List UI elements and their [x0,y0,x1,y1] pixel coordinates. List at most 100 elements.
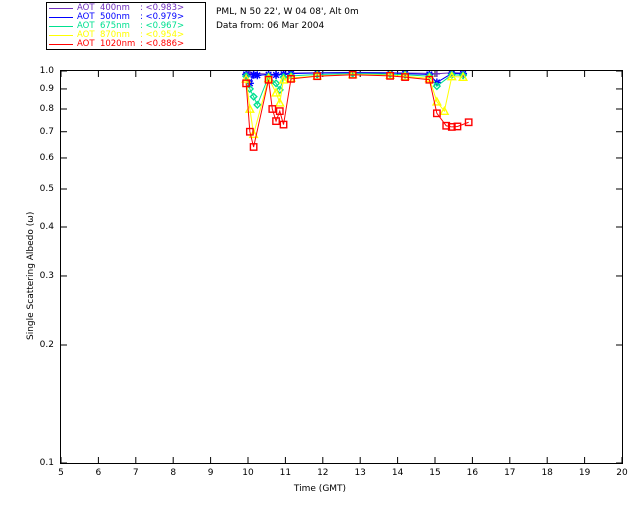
data-point-marker [458,71,469,81]
legend-line-swatch [49,8,73,9]
data-point-marker [279,120,288,129]
legend-wavelength: 675nm [99,21,130,31]
data-point-marker [249,92,258,101]
data-point-marker [278,74,289,84]
data-point-marker [458,71,468,80]
data-point-marker [274,97,285,107]
plot-area [60,70,623,464]
legend-wavelength: 1020nm [99,39,136,49]
x-tick-label: 12 [317,468,329,478]
data-point-marker [271,79,281,88]
y-tick-label: 0.6 [39,152,54,163]
data-point-marker [433,71,441,77]
data-point-marker [400,71,411,81]
series-group [242,71,473,151]
y-tick-label: 0.5 [39,184,54,194]
x-axis-title: Time (GMT) [293,484,347,494]
legend-label: AOT [77,39,100,49]
data-point-marker [432,81,442,91]
x-tick-label: 7 [132,468,139,478]
x-tick-label: 18 [541,468,553,478]
legend-entry: AOT 1020nm: <0.886> [49,40,205,49]
y-tick-label: 0.7 [39,126,54,137]
x-tick-label: 6 [95,468,102,478]
x-tick-label: 13 [354,468,366,478]
legend-mean-value: : <0.967> [139,21,185,31]
data-point-marker [275,107,284,116]
y-tick-label: 0.1 [39,458,54,468]
legend-label: AOT [77,12,100,22]
data-point-marker [253,71,262,80]
x-tick-label: 17 [504,468,516,478]
data-point-marker [287,74,295,83]
data-point-marker [453,122,462,131]
y-tick-label: 0.9 [39,83,54,94]
legend-mean-value: : <0.979> [139,12,185,22]
data-point-marker [249,143,258,151]
x-tick-label: 10 [242,468,254,478]
data-point-marker [442,121,451,130]
legend-mean-value: : <0.954> [139,30,185,40]
data-point-marker [242,79,251,88]
date-line: Data from: 06 Mar 2004 [216,21,325,31]
data-point-marker [446,71,457,81]
data-point-marker [439,105,450,116]
y-axis-title: Single Scattering Albedo (ω) [26,211,36,340]
legend-mean-value: : <0.983> [139,3,185,13]
x-tick-label: 9 [207,468,214,478]
data-point-marker [447,123,456,131]
x-tick-label: 16 [466,468,479,478]
x-tick-label: 8 [170,468,177,478]
x-tick-label: 11 [279,468,292,478]
data-point-marker [271,87,282,97]
legend-label: AOT [77,21,100,31]
header-title-block: PML, N 50 22', W 04 08', Alt 0m Data fro… [216,5,359,33]
legend-label: AOT [77,30,100,40]
data-point-marker [348,71,357,78]
data-point-marker [241,73,252,83]
legend-line-swatch [49,17,73,18]
station-line: PML, N 50 22', W 04 08', Alt 0m [216,7,359,17]
legend-wavelength: 400nm [99,3,130,13]
x-tick-label: 20 [616,468,628,478]
data-point-marker [464,118,473,127]
legend-mean-value: : <0.886> [139,39,185,49]
data-point-marker [245,127,254,136]
data-point-marker [313,72,322,81]
legend-entry: AOT 675nm : <0.967> [49,22,205,31]
data-point-marker [386,71,395,80]
series-line [245,74,469,148]
legend: AOT 400nm: <0.983> AOT 500nm: <0.979> AOT … [46,2,206,50]
legend-wavelength: 500nm [99,12,130,22]
legend-label: AOT [77,3,100,13]
data-point-marker [253,100,262,109]
x-tick-label: 19 [578,468,591,478]
data-point-marker [425,75,434,84]
legend-line-swatch [49,26,73,27]
data-point-marker [248,128,259,139]
legend-entry: AOT 500nm : <0.979> [49,13,205,22]
legend-line-swatch [49,44,73,45]
legend-line-swatch [49,35,73,36]
x-tick-label: 14 [391,468,404,478]
data-point-marker [401,73,409,81]
legend-wavelength: 870nm [99,30,130,40]
x-tick-label: 15 [429,468,441,478]
data-point-marker [264,75,273,84]
data-point-marker [348,71,357,77]
legend-entry: AOT 400nm : <0.983> [49,4,205,13]
y-tick-label: 0.8 [39,103,54,114]
data-point-marker [348,71,357,79]
data-point-marker [272,117,280,126]
x-tick-label: 5 [58,468,64,478]
y-tick-label: 1.0 [39,66,54,76]
y-tick-label: 0.3 [39,270,54,281]
data-point-marker [431,96,442,106]
data-point-marker [432,109,441,118]
legend-entry: AOT 870nm : <0.954> [49,31,205,40]
y-tick-label: 0.2 [39,339,54,350]
data-point-marker [268,105,277,113]
plot-canvas [61,71,622,463]
